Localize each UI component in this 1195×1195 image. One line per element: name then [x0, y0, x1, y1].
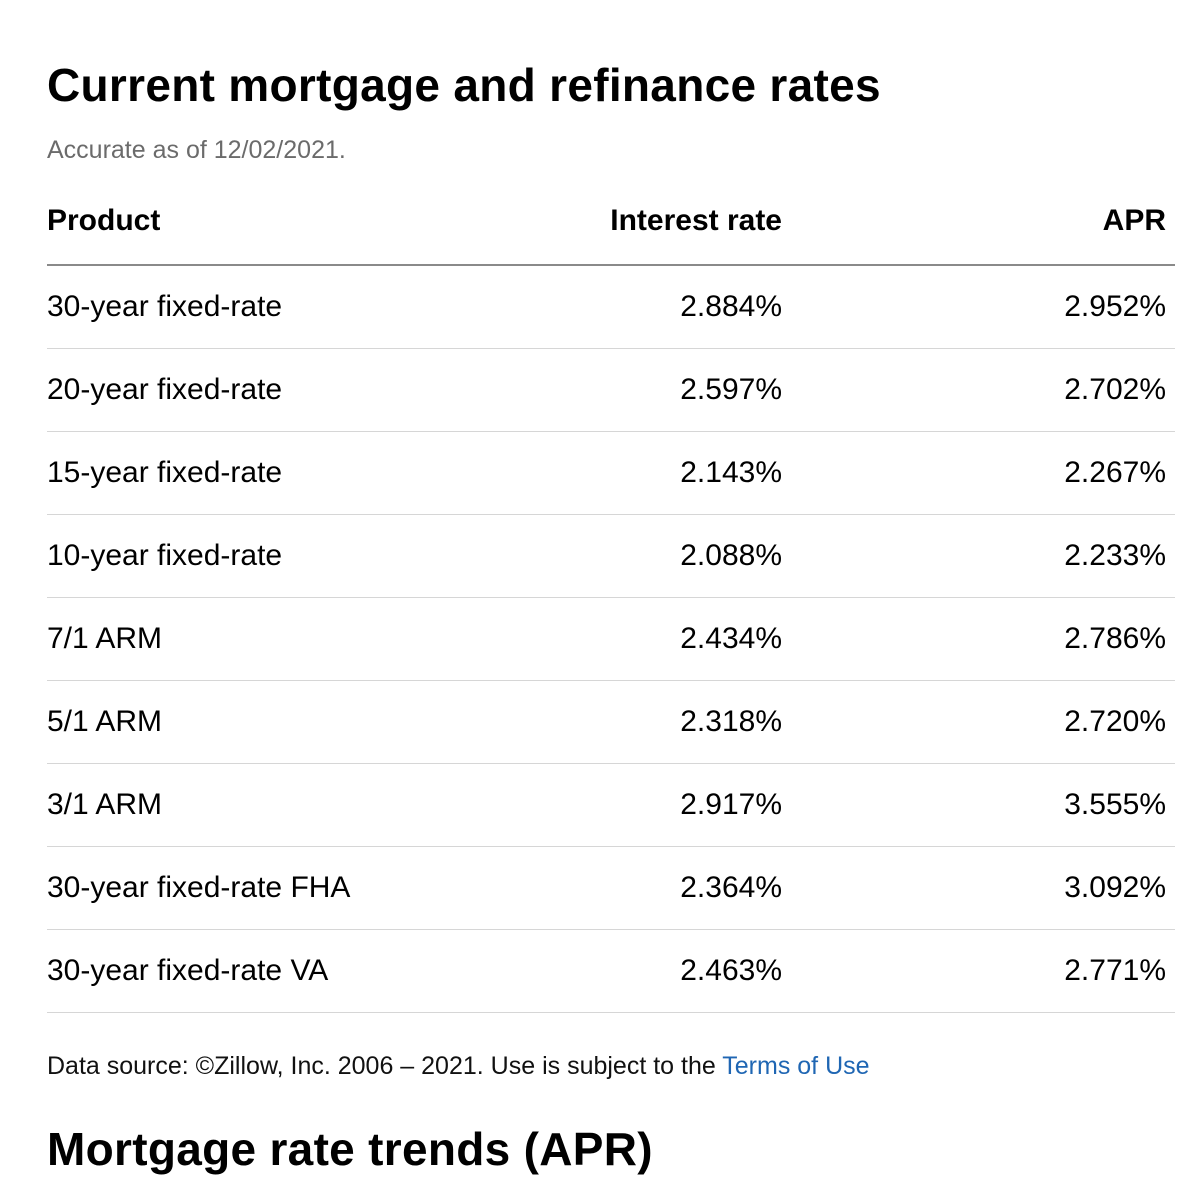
interest-rate-cell: 2.088%: [507, 514, 782, 598]
as-of-date: Accurate as of 12/02/2021.: [47, 136, 346, 164]
interest-rate-cell: 2.143%: [507, 431, 782, 515]
terms-of-use-link[interactable]: Terms of Use: [722, 1052, 870, 1080]
table-row: 30-year fixed-rate 2.884% 2.952%: [47, 265, 1175, 349]
interest-rate-cell: 2.884%: [507, 265, 782, 349]
apr-cell: 2.702%: [782, 348, 1175, 432]
interest-rate-cell: 2.364%: [507, 846, 782, 930]
table-row: 3/1 ARM 2.917% 3.555%: [47, 763, 1175, 847]
apr-cell: 2.720%: [782, 680, 1175, 764]
product-cell: 20-year fixed-rate: [47, 348, 507, 432]
table-row: 7/1 ARM 2.434% 2.786%: [47, 597, 1175, 681]
column-header-apr: APR: [782, 204, 1175, 266]
product-cell: 5/1 ARM: [47, 680, 507, 764]
table-row: 10-year fixed-rate 2.088% 2.233%: [47, 514, 1175, 598]
column-header-interest-rate: Interest rate: [507, 204, 782, 266]
interest-rate-cell: 2.434%: [507, 597, 782, 681]
rates-table: Product Interest rate APR 30-year fixed-…: [47, 204, 1175, 1013]
apr-cell: 3.555%: [782, 763, 1175, 847]
apr-cell: 2.267%: [782, 431, 1175, 515]
product-cell: 15-year fixed-rate: [47, 431, 507, 515]
product-cell: 3/1 ARM: [47, 763, 507, 847]
section-title: Mortgage rate trends (APR): [47, 1123, 653, 1175]
column-header-product: Product: [47, 204, 507, 266]
page-title: Current mortgage and refinance rates: [47, 59, 881, 111]
interest-rate-cell: 2.318%: [507, 680, 782, 764]
interest-rate-cell: 2.597%: [507, 348, 782, 432]
product-cell: 30-year fixed-rate VA: [47, 929, 507, 1013]
interest-rate-cell: 2.917%: [507, 763, 782, 847]
data-source-text: Data source: ©Zillow, Inc. 2006 – 2021. …: [47, 1052, 716, 1080]
product-cell: 10-year fixed-rate: [47, 514, 507, 598]
apr-cell: 3.092%: [782, 846, 1175, 930]
data-source-note: Data source: ©Zillow, Inc. 2006 – 2021. …: [47, 1050, 1175, 1082]
table-header-row: Product Interest rate APR: [47, 204, 1175, 266]
table-row: 30-year fixed-rate VA 2.463% 2.771%: [47, 929, 1175, 1013]
apr-cell: 2.952%: [782, 265, 1175, 349]
table-row: 5/1 ARM 2.318% 2.720%: [47, 680, 1175, 764]
product-cell: 30-year fixed-rate FHA: [47, 846, 507, 930]
apr-cell: 2.233%: [782, 514, 1175, 598]
interest-rate-cell: 2.463%: [507, 929, 782, 1013]
apr-cell: 2.771%: [782, 929, 1175, 1013]
table-row: 20-year fixed-rate 2.597% 2.702%: [47, 348, 1175, 432]
product-cell: 7/1 ARM: [47, 597, 507, 681]
table-row: 30-year fixed-rate FHA 2.364% 3.092%: [47, 846, 1175, 930]
product-cell: 30-year fixed-rate: [47, 265, 507, 349]
table-row: 15-year fixed-rate 2.143% 2.267%: [47, 431, 1175, 515]
apr-cell: 2.786%: [782, 597, 1175, 681]
